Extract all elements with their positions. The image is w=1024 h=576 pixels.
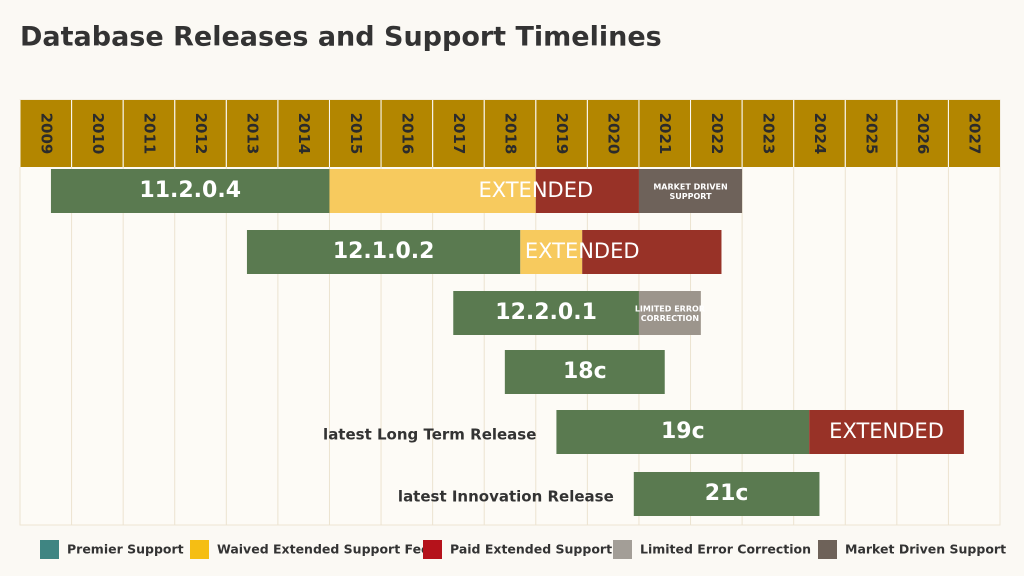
- segment-text: LIMITED ERROR CORRECTION: [635, 304, 705, 322]
- x-tick-label: 2019: [553, 113, 571, 155]
- x-tick-label: 2021: [656, 113, 674, 155]
- x-tick-label: 2027: [966, 113, 984, 155]
- bar-segment: [638, 291, 701, 335]
- legend-label: Market Driven Support: [845, 542, 1006, 557]
- x-tick-label: 2014: [295, 113, 313, 155]
- release-name: 11.2.0.4: [139, 178, 241, 203]
- bar-segment: [520, 230, 583, 274]
- bar-segment: [329, 169, 536, 213]
- x-tick-label: 2025: [863, 113, 881, 155]
- x-tick-label: 2013: [244, 113, 262, 155]
- release-name: 12.2.0.1: [495, 300, 597, 325]
- release-name: 19c: [661, 419, 705, 444]
- bar-segment: [504, 350, 665, 394]
- legend-swatch: [40, 540, 59, 559]
- bar-segment: [582, 230, 722, 274]
- x-tick-label: 2018: [502, 113, 520, 155]
- x-tick-label: 2026: [914, 113, 932, 155]
- x-tick-label: 2017: [450, 113, 468, 155]
- segment-text-line: CORRECTION: [641, 313, 699, 322]
- segment-text: EXTENDED: [829, 419, 944, 443]
- release-label: latest Long Term Release: [323, 426, 536, 444]
- x-tick-label: 2023: [759, 113, 777, 155]
- x-tick-label: 2020: [605, 113, 623, 155]
- legend-label: Waived Extended Support Fee: [217, 542, 430, 557]
- x-tick-label: 2012: [192, 113, 210, 155]
- segment-text-line: MARKET DRIVEN: [653, 182, 727, 191]
- segment-text: EXTENDED: [525, 239, 640, 263]
- legend-swatch: [423, 540, 442, 559]
- x-tick-label: 2022: [708, 113, 726, 155]
- bar-segment: [809, 410, 964, 454]
- legend-label: Premier Support: [67, 542, 184, 557]
- release-name: 21c: [705, 481, 749, 506]
- x-tick-label: 2009: [37, 113, 55, 155]
- bar-segment: [453, 291, 639, 335]
- release-name: 12.1.0.2: [333, 239, 435, 264]
- x-tick-label: 2015: [347, 113, 365, 155]
- x-tick-label: 2011: [140, 113, 158, 155]
- segment-text: EXTENDED: [478, 178, 593, 202]
- legend-swatch: [190, 540, 209, 559]
- x-tick-label: 2024: [811, 113, 829, 155]
- chart-title: Database Releases and Support Timelines: [20, 22, 662, 53]
- x-tick-label: 2016: [398, 113, 416, 155]
- legend-swatch: [818, 540, 837, 559]
- legend-label: Limited Error Correction: [640, 542, 811, 557]
- legend-label: Paid Extended Support: [450, 542, 612, 557]
- bar-segment: [50, 169, 330, 213]
- bar-segment: [246, 230, 521, 274]
- segment-text-line: SUPPORT: [670, 191, 713, 200]
- segment-text: MARKET DRIVEN SUPPORT: [653, 182, 727, 200]
- segment-text-line: LIMITED ERROR: [635, 304, 705, 313]
- bar-segment: [535, 169, 639, 213]
- release-label: latest Innovation Release: [398, 488, 614, 506]
- bar-segment: [556, 410, 810, 454]
- year-header: [20, 100, 1000, 167]
- release-name: 18c: [563, 359, 607, 384]
- bar-segment: [633, 472, 820, 516]
- legend-swatch: [613, 540, 632, 559]
- bar-segment: [638, 169, 743, 213]
- x-tick-label: 2010: [89, 113, 107, 155]
